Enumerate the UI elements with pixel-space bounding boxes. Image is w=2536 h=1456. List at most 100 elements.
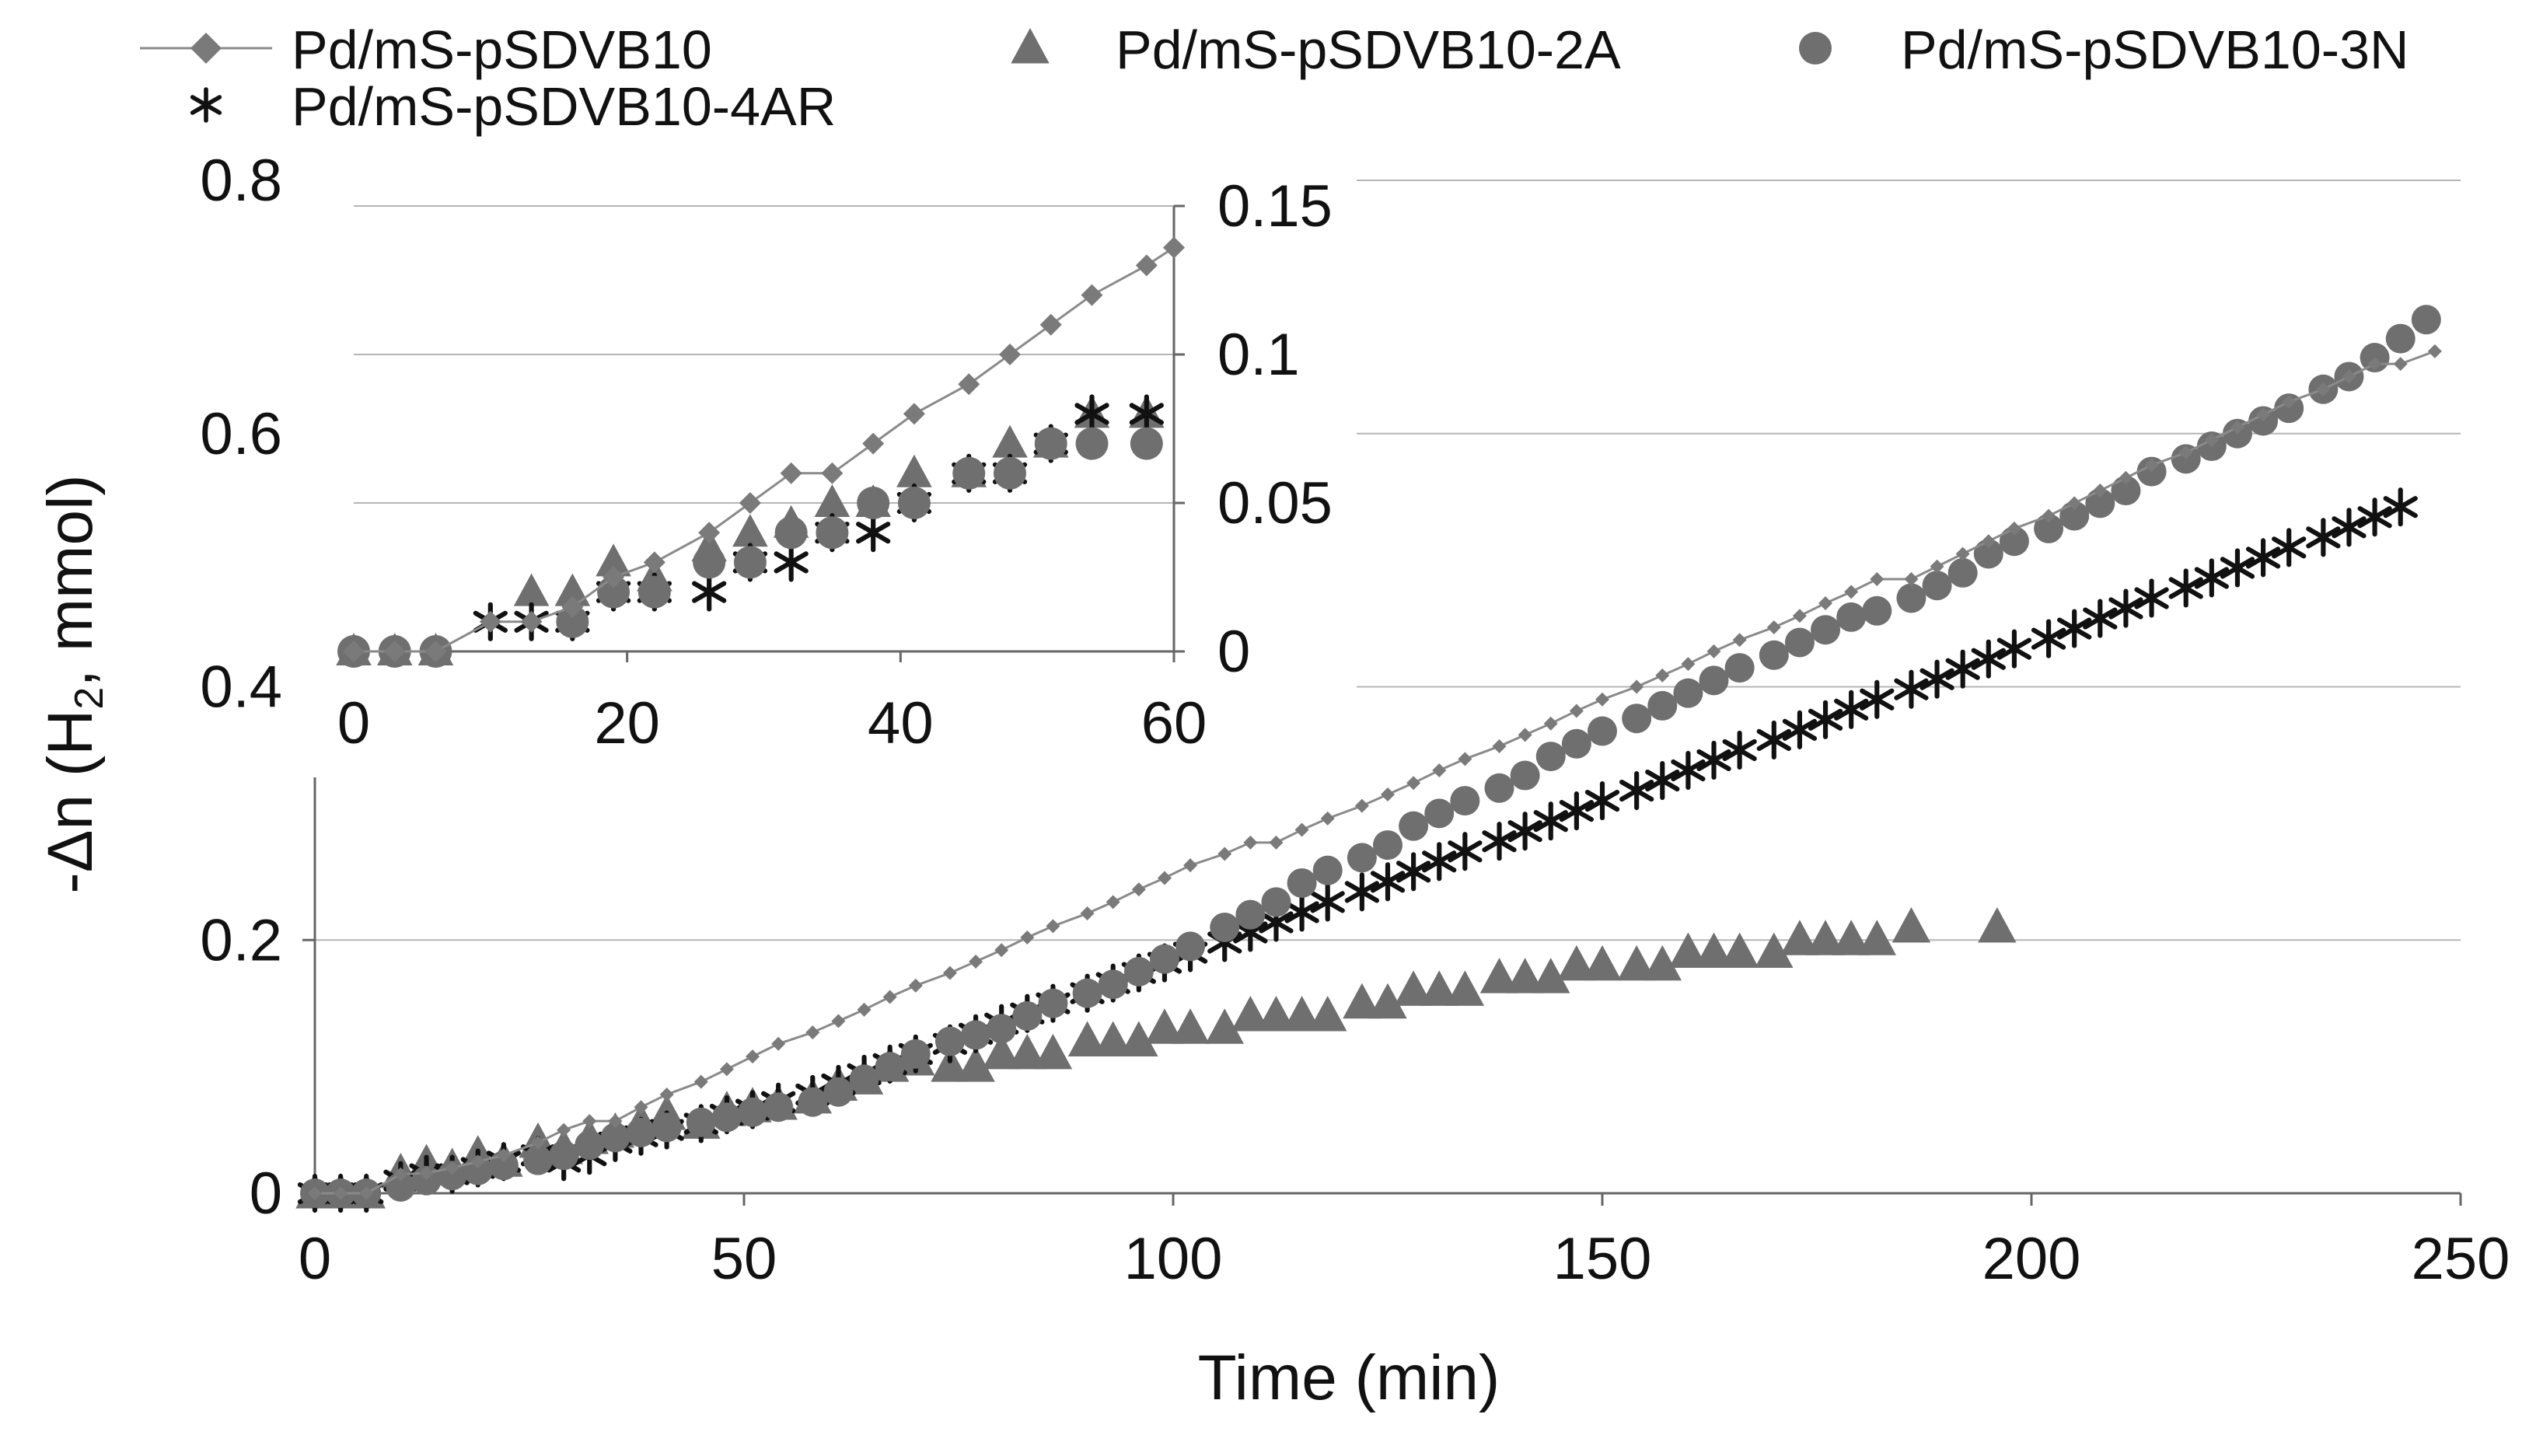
inset-data-point-diamond <box>383 641 406 662</box>
data-point-diamond <box>608 1114 623 1129</box>
inset-data-point-triangle <box>554 573 591 606</box>
data-point-triangle <box>1617 944 1656 981</box>
data-point-diamond <box>359 1186 374 1200</box>
inset-data-point-asterisk <box>774 543 809 582</box>
legend-marker-diamond <box>190 33 222 64</box>
data-point-diamond <box>857 1002 872 1017</box>
data-point-triangle <box>1668 932 1708 969</box>
inset-data-point-diamond <box>739 492 761 514</box>
legend-label: Pd/mS-pSDVB10-4AR <box>292 76 836 137</box>
data-point-triangle <box>1532 958 1570 993</box>
data-point-triangle <box>1171 1008 1210 1044</box>
inset-data-point-diamond <box>1039 313 1062 336</box>
data-point-diamond <box>1243 835 1258 850</box>
data-point-circle <box>1424 798 1455 829</box>
data-point-asterisk-stroke <box>1945 658 1980 680</box>
data-point-diamond <box>1294 822 1309 837</box>
inset-data-point-triangle <box>596 543 631 577</box>
data-point-asterisk <box>1533 801 1568 841</box>
data-point-diamond <box>1706 644 1721 658</box>
data-point-asterisk <box>2031 619 2066 658</box>
inset-data-point-asterisk-stroke <box>692 581 727 603</box>
data-point-circle <box>1210 912 1240 942</box>
data-point-circle <box>798 1087 828 1117</box>
data-point-circle <box>1647 690 1678 721</box>
data-point-diamond <box>334 1186 348 1200</box>
data-point-asterisk-stroke <box>1996 637 2032 660</box>
data-point-circle <box>1561 728 1591 759</box>
legend-marker-asterisk <box>190 87 222 123</box>
data-point-triangle <box>1308 995 1347 1032</box>
data-point-asterisk <box>1696 740 1731 780</box>
data-point-asterisk <box>2108 588 2143 628</box>
data-point-diamond <box>1354 798 1369 813</box>
data-point-triangle <box>1394 970 1433 1006</box>
data-point-circle <box>1896 583 1926 613</box>
data-point-asterisk-stroke <box>1448 840 1483 863</box>
data-point-asterisk <box>2245 538 2281 578</box>
data-point-asterisk <box>2220 548 2255 588</box>
y-axis-label-rest: , mmol) <box>35 474 106 686</box>
data-point-circle <box>1922 571 1952 601</box>
data-point-triangle <box>1094 1021 1133 1057</box>
data-point-circle <box>575 1130 605 1161</box>
data-point-diamond <box>1930 559 1944 574</box>
data-point-circle <box>2085 488 2115 519</box>
data-point-asterisk-stroke <box>1860 688 1895 711</box>
data-point-asterisk <box>1584 781 1620 821</box>
data-point-asterisk-stroke <box>1808 708 1843 731</box>
data-point-circle <box>849 1064 879 1095</box>
data-point-asterisk <box>1344 872 1380 912</box>
data-point-circle <box>437 1161 467 1191</box>
data-point-circle <box>875 1052 905 1082</box>
inset-data-point-circle <box>637 575 671 609</box>
data-point-asterisk <box>2057 609 2092 648</box>
inset-data-point-circle <box>556 605 589 638</box>
data-point-asterisk-stroke <box>2168 577 2203 599</box>
inset-data-point-triangle <box>814 484 851 517</box>
data-point-asterisk-stroke <box>2332 516 2367 539</box>
data-point-circle <box>711 1102 742 1133</box>
inset-data-point-circle <box>1075 427 1109 460</box>
x-tick-label: 50 <box>711 1226 777 1292</box>
data-point-diamond <box>1492 739 1507 754</box>
inset-data-point-circle <box>994 456 1026 490</box>
data-point-asterisk-stroke <box>1233 921 1268 944</box>
data-point-diamond <box>2067 496 2082 511</box>
data-point-asterisk-stroke <box>1259 911 1294 934</box>
data-point-diamond <box>2204 432 2219 447</box>
data-point-asterisk-stroke <box>2245 546 2281 569</box>
data-point-circle <box>1312 855 1343 885</box>
data-point-circle <box>1510 760 1540 791</box>
data-point-asterisk <box>1370 862 1406 902</box>
data-point-circle <box>1373 830 1402 861</box>
data-point-circle <box>1999 526 2029 557</box>
x-tick-label: 250 <box>2412 1226 2510 1292</box>
data-point-asterisk <box>1945 649 1980 689</box>
data-point-asterisk-stroke <box>1507 820 1542 843</box>
data-point-asterisk-stroke <box>1370 871 1406 893</box>
data-point-circle <box>1588 716 1617 746</box>
data-point-asterisk <box>1448 832 1483 871</box>
data-point-diamond <box>2007 521 2021 536</box>
data-point-triangle <box>1145 1008 1184 1044</box>
data-point-circle <box>600 1123 631 1153</box>
data-point-diamond <box>1131 882 1146 897</box>
inset-data-point-circle <box>1130 427 1163 460</box>
data-point-diamond <box>1569 704 1584 718</box>
data-point-circle <box>1811 615 1841 645</box>
data-point-circle <box>961 1020 991 1050</box>
data-point-circle <box>1347 843 1377 873</box>
inset-data-point-diamond <box>603 566 625 588</box>
data-point-circle <box>1012 1000 1043 1031</box>
data-point-triangle <box>956 1046 995 1082</box>
data-point-asterisk-stroke <box>1533 810 1568 833</box>
inset-data-point-diamond <box>343 641 365 662</box>
data-point-diamond <box>882 990 897 1004</box>
data-point-asterisk-stroke <box>1671 759 1706 782</box>
data-point-triangle <box>1806 920 1845 955</box>
data-point-diamond <box>1844 585 1859 599</box>
data-point-asterisk <box>2306 518 2341 557</box>
data-point-diamond <box>693 1074 708 1089</box>
data-point-asterisk-stroke <box>1344 881 1380 903</box>
